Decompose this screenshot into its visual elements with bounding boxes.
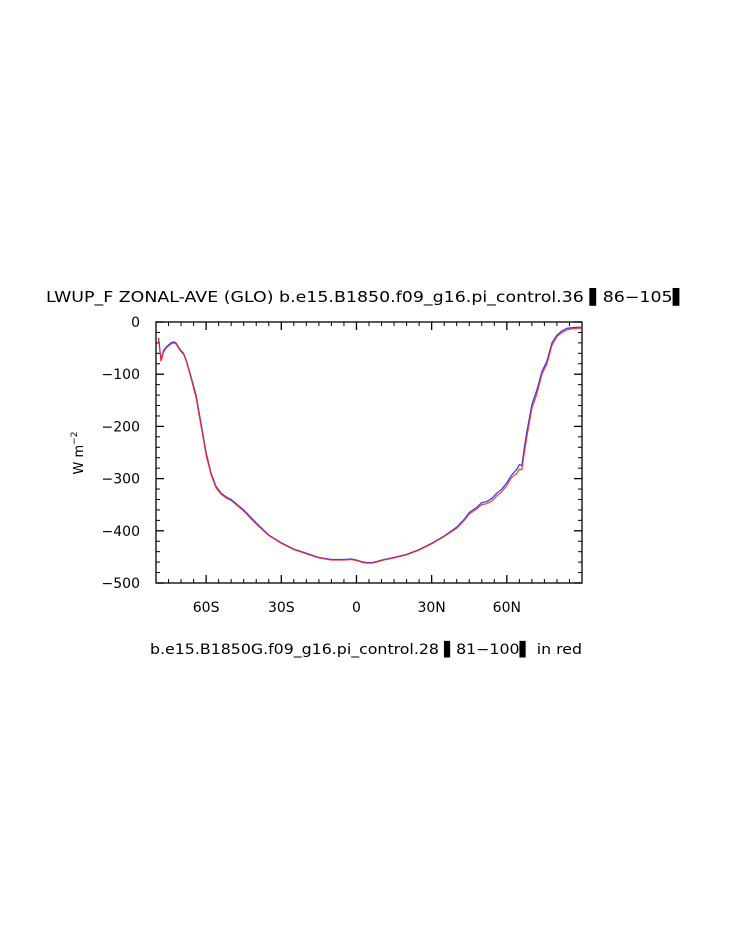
y-tick-label: −500 <box>102 576 140 592</box>
x-tick-label: 30N <box>417 600 445 616</box>
series-layer <box>157 326 582 564</box>
y-tick-label: −400 <box>102 524 140 540</box>
x-tick-label: 0 <box>352 600 361 616</box>
axis-ticks: 60S 30S 0 30N 60N 0 −100 −200 −300 −400 −500 <box>102 315 582 616</box>
series-line-1 <box>157 326 582 564</box>
y-tick-label: −300 <box>102 472 140 488</box>
footer-caption: b.e15.B1850G.f09_g16.pi_control.28 ▌81−1… <box>150 640 582 658</box>
y-tick-label: −100 <box>102 367 140 383</box>
y-tick-label: 0 <box>131 315 140 331</box>
svg-text:W m−2: W m−2 <box>70 432 87 475</box>
plot-frame <box>155 321 583 584</box>
y-tick-label: −200 <box>102 419 140 435</box>
y-axis-label-main: W m <box>72 445 87 475</box>
x-tick-label: 60S <box>193 600 220 616</box>
x-tick-label: 30S <box>268 600 295 616</box>
series-line-2 <box>157 327 582 564</box>
chart-title: LWUP_F ZONAL-AVE (GLO) b.e15.B1850.f09_g… <box>46 287 686 307</box>
y-axis-label: W m−2 <box>70 432 87 475</box>
x-tick-label: 60N <box>493 600 521 616</box>
y-axis-label-exponent: −2 <box>70 432 80 445</box>
